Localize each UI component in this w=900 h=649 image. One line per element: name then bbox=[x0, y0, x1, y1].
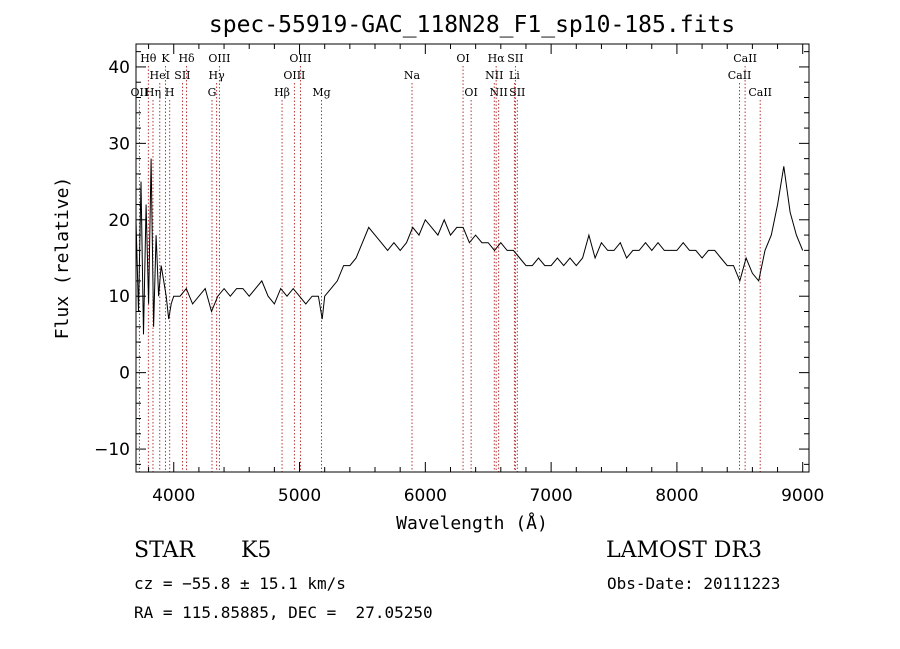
y-tick-label: 0 bbox=[119, 364, 130, 384]
line-label: OIII bbox=[208, 52, 230, 65]
x-axis-label: Wavelength (Å) bbox=[396, 512, 548, 534]
line-label: CaII bbox=[748, 86, 772, 99]
obs-date: Obs-Date: 20111223 bbox=[607, 574, 781, 593]
line-label: Li bbox=[509, 69, 520, 82]
redshift-text: cz = −55.8 ± 15.1 km/s bbox=[134, 574, 346, 593]
line-label: HeI bbox=[150, 69, 170, 82]
line-label: Hβ bbox=[274, 86, 290, 99]
x-tick-label: 5000 bbox=[278, 486, 321, 506]
x-tick-label: 8000 bbox=[655, 486, 698, 506]
line-label: OIII bbox=[283, 69, 305, 82]
y-tick-label: 40 bbox=[108, 58, 130, 78]
line-label: OIII bbox=[289, 52, 311, 65]
x-tick-label: 4000 bbox=[152, 486, 195, 506]
line-label: G bbox=[208, 86, 217, 99]
line-label: K bbox=[161, 52, 170, 65]
x-tick-label: 7000 bbox=[529, 486, 572, 506]
line-label: Mg bbox=[312, 86, 330, 99]
line-label: NII bbox=[485, 69, 503, 82]
spectrum-line bbox=[135, 158, 804, 335]
line-label: OI bbox=[464, 86, 477, 99]
x-tick-label: 9000 bbox=[781, 486, 824, 506]
line-label: Hη bbox=[145, 86, 161, 99]
y-tick-label: 10 bbox=[108, 287, 130, 307]
coordinates: RA = 115.85885, DEC = 27.05250 bbox=[134, 603, 433, 622]
object-class: STAR bbox=[134, 538, 195, 563]
line-label: SII bbox=[507, 52, 523, 65]
line-label: CaII bbox=[728, 69, 752, 82]
line-label: Hγ bbox=[209, 69, 226, 82]
y-axis-label: Flux (relative) bbox=[52, 177, 73, 340]
subclass: K5 bbox=[241, 538, 272, 563]
survey-name: LAMOST DR3 bbox=[606, 538, 762, 563]
y-tick-label: −10 bbox=[94, 440, 130, 460]
line-label: Hθ bbox=[140, 52, 157, 65]
line-label: OII bbox=[131, 86, 149, 99]
line-label: CaII bbox=[733, 52, 757, 65]
line-label: Hδ bbox=[178, 52, 195, 65]
chart-title: spec-55919-GAC_118N28_F1_sp10-185.fits bbox=[209, 12, 735, 38]
y-tick-label: 30 bbox=[108, 134, 130, 154]
y-tick-label: 20 bbox=[108, 211, 130, 231]
line-labels: OII Hθ Hη HeI K H SII Hδ G Hγ OIII Hβ OIII OIII Mg Na OI… bbox=[131, 52, 772, 99]
plot-frame bbox=[135, 43, 810, 473]
line-label: H bbox=[165, 86, 175, 99]
line-label: Na bbox=[404, 69, 421, 82]
axis-ticks: 4000 5000 6000 7000 8000 9000 −10 0 10 20 30 40 bbox=[94, 44, 824, 506]
line-markers bbox=[138, 66, 761, 472]
line-label: OI bbox=[456, 52, 469, 65]
line-label: Hα bbox=[488, 52, 506, 65]
line-label: SII bbox=[509, 86, 525, 99]
x-tick-label: 6000 bbox=[404, 486, 447, 506]
line-label: SII bbox=[174, 69, 190, 82]
line-label: NII bbox=[490, 86, 508, 99]
